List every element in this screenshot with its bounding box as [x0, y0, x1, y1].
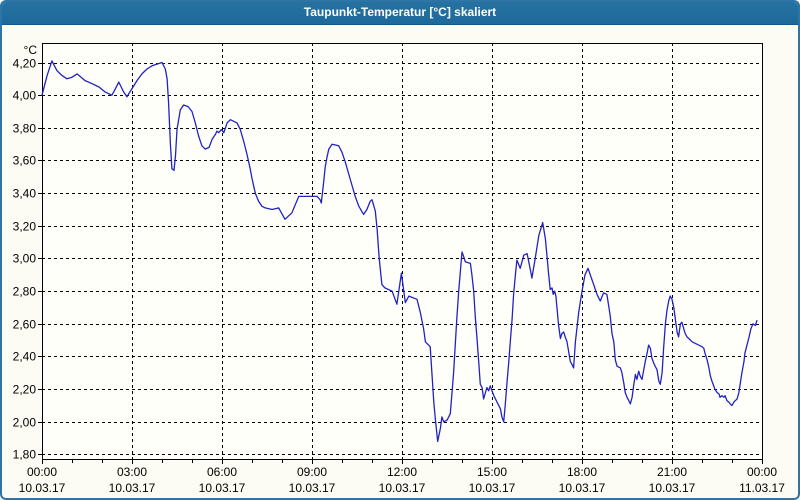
y-tick-label: 3,00: [13, 252, 37, 266]
window-titlebar: Taupunkt-Temperatur [°C] skaliert: [2, 2, 798, 25]
series-line: [41, 60, 758, 443]
y-tick-label: 2,40: [13, 350, 37, 364]
x-tick-time-label: 12:00: [387, 465, 417, 479]
y-tick-label: 1,80: [13, 448, 37, 462]
x-tick-time-label: 15:00: [477, 465, 507, 479]
x-tick-time-label: 03:00: [117, 465, 147, 479]
y-tick-label: 3,60: [13, 154, 37, 168]
y-tick-label: 4,20: [13, 57, 37, 71]
x-tick-time-label: 00:00: [27, 465, 57, 479]
y-tick-label: 4,00: [13, 89, 37, 103]
x-tick-date-label: 10.03.17: [19, 481, 66, 495]
x-tick-date-label: 11.03.17: [739, 481, 785, 495]
x-tick-date-label: 10.03.17: [109, 481, 156, 495]
y-tick-label: 3,20: [13, 220, 37, 234]
x-tick-time-label: 18:00: [567, 465, 597, 479]
y-tick-label: 2,20: [13, 383, 37, 397]
y-tick-label: 3,40: [13, 187, 37, 201]
x-tick-time-label: 21:00: [657, 465, 687, 479]
x-tick-date-label: 10.03.17: [379, 481, 426, 495]
y-tick-label: 2,00: [13, 416, 37, 430]
y-axis-unit-label: °C: [24, 43, 38, 57]
x-tick-time-label: 06:00: [207, 465, 237, 479]
x-tick-time-label: 00:00: [747, 465, 777, 479]
x-tick-date-label: 10.03.17: [559, 481, 606, 495]
x-tick-date-label: 10.03.17: [469, 481, 516, 495]
window-title: Taupunkt-Temperatur [°C] skaliert: [303, 5, 497, 19]
y-tick-label: 2,80: [13, 285, 37, 299]
x-tick-time-label: 09:00: [297, 465, 327, 479]
x-tick-date-label: 10.03.17: [649, 481, 696, 495]
x-tick-date-label: 10.03.17: [199, 481, 246, 495]
y-tick-label: 2,60: [13, 318, 37, 332]
x-tick-date-label: 10.03.17: [289, 481, 336, 495]
y-tick-label: 3,80: [13, 122, 37, 136]
plot-frame: [42, 43, 763, 460]
